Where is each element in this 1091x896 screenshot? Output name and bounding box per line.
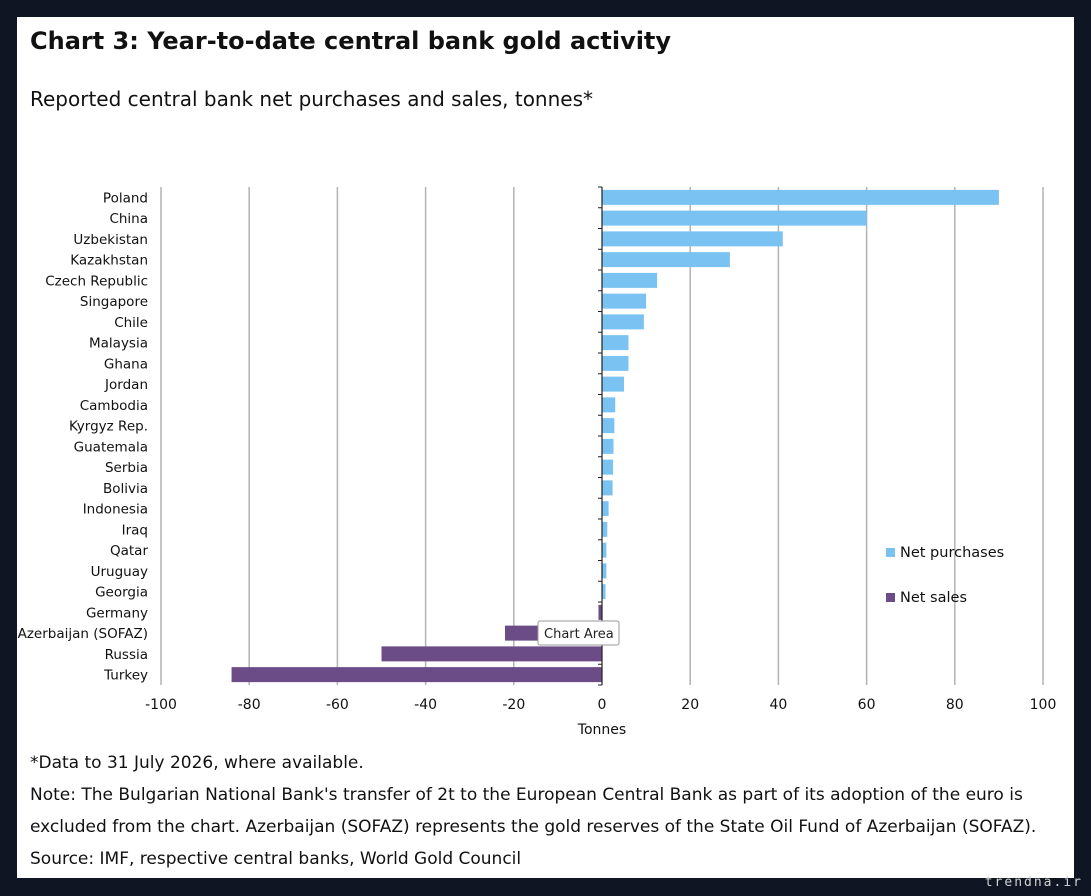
x-tick-label: 20 — [681, 697, 699, 713]
category-label: Bolivia — [103, 481, 148, 497]
category-label: Iraq — [122, 522, 148, 538]
x-tick-label: 60 — [858, 697, 876, 713]
category-label: Indonesia — [83, 502, 148, 518]
purchase-bar — [602, 397, 616, 413]
legend-swatch-sales — [886, 593, 895, 602]
category-label: Singapore — [80, 294, 148, 310]
category-label: Jordan — [104, 377, 148, 393]
category-label: Georgia — [95, 585, 148, 601]
x-tick-label: 0 — [598, 697, 607, 713]
x-tick-label: 80 — [946, 697, 964, 713]
category-label: Poland — [103, 190, 148, 206]
x-axis-label: Tonnes — [577, 722, 626, 738]
category-label: Russia — [105, 647, 148, 663]
sales-bar — [231, 667, 602, 683]
purchase-bar — [602, 272, 658, 288]
purchase-bar — [602, 542, 607, 558]
purchase-bar — [602, 355, 629, 371]
category-label: Cambodia — [80, 398, 148, 414]
data-footnote: *Data to 31 July 2026, where available. — [30, 753, 364, 773]
x-tick-label: -20 — [502, 697, 525, 713]
category-label: Germany — [86, 605, 148, 621]
category-label: Czech Republic — [45, 273, 148, 289]
category-label: Ghana — [104, 356, 148, 372]
x-tick-label: -60 — [326, 697, 349, 713]
category-label: Qatar — [110, 543, 148, 559]
purchase-bar — [602, 521, 608, 537]
purchase-bar — [602, 480, 613, 496]
chart-card: Chart 3: Year-to-date central bank gold … — [17, 17, 1074, 878]
category-label: Uzbekistan — [73, 232, 148, 248]
purchase-bar — [602, 418, 615, 434]
purchase-bar — [602, 335, 629, 351]
category-label: Malaysia — [89, 336, 148, 352]
legend-label: Net sales — [900, 590, 967, 606]
purchase-bar — [602, 252, 730, 268]
chart-notes: *Data to 31 July 2026, where available. … — [30, 747, 1036, 875]
category-label: China — [109, 211, 148, 227]
watermark: trendna.ir — [984, 875, 1083, 890]
legend-swatch-purchases — [886, 548, 895, 557]
category-label: Kyrgyz Rep. — [69, 419, 148, 435]
purchase-bar — [602, 210, 867, 226]
chart-title: Chart 3: Year-to-date central bank gold … — [30, 27, 672, 55]
tooltip-text: Chart Area — [544, 627, 614, 642]
purchase-bar — [602, 584, 606, 600]
sales-bar — [598, 604, 602, 620]
x-tick-label: 40 — [769, 697, 787, 713]
purchase-bar — [602, 459, 614, 475]
purchase-bar — [602, 293, 647, 309]
purchase-bar — [602, 376, 625, 392]
tooltip-box — [537, 620, 620, 646]
purchase-bar — [602, 189, 999, 205]
bar-chart: -100 -80 -60 -40 -20 0 20 40 60 80 100 Tonnes Poland… — [18, 186, 1057, 738]
x-tick-label: -80 — [238, 697, 261, 713]
category-label: Uruguay — [91, 564, 148, 580]
x-tick-label: 100 — [1030, 697, 1057, 713]
legend-label: Net purchases — [900, 545, 1004, 561]
category-label: Azerbaijan (SOFAZ) — [18, 626, 148, 642]
note-line-2: excluded from the chart. Azerbaijan (SOF… — [30, 817, 1037, 837]
category-label: Kazakhstan — [70, 253, 148, 269]
purchase-bar — [602, 231, 783, 247]
note-line-1: Note: The Bulgarian National Bank's tran… — [30, 785, 1023, 805]
sales-bar — [381, 646, 602, 662]
purchase-bar — [602, 501, 609, 517]
purchase-bar — [602, 314, 644, 330]
category-label: Guatemala — [74, 439, 148, 455]
x-tick-label: -40 — [414, 697, 437, 713]
source-line: Source: IMF, respective central banks, W… — [30, 849, 522, 869]
category-label: Serbia — [105, 460, 148, 476]
category-label: Chile — [114, 315, 148, 331]
chart-subtitle: Reported central bank net purchases and … — [30, 87, 594, 111]
purchase-bar — [602, 563, 607, 579]
purchase-bar — [602, 438, 614, 454]
x-tick-label: -100 — [145, 697, 177, 713]
category-label: Turkey — [103, 668, 148, 684]
